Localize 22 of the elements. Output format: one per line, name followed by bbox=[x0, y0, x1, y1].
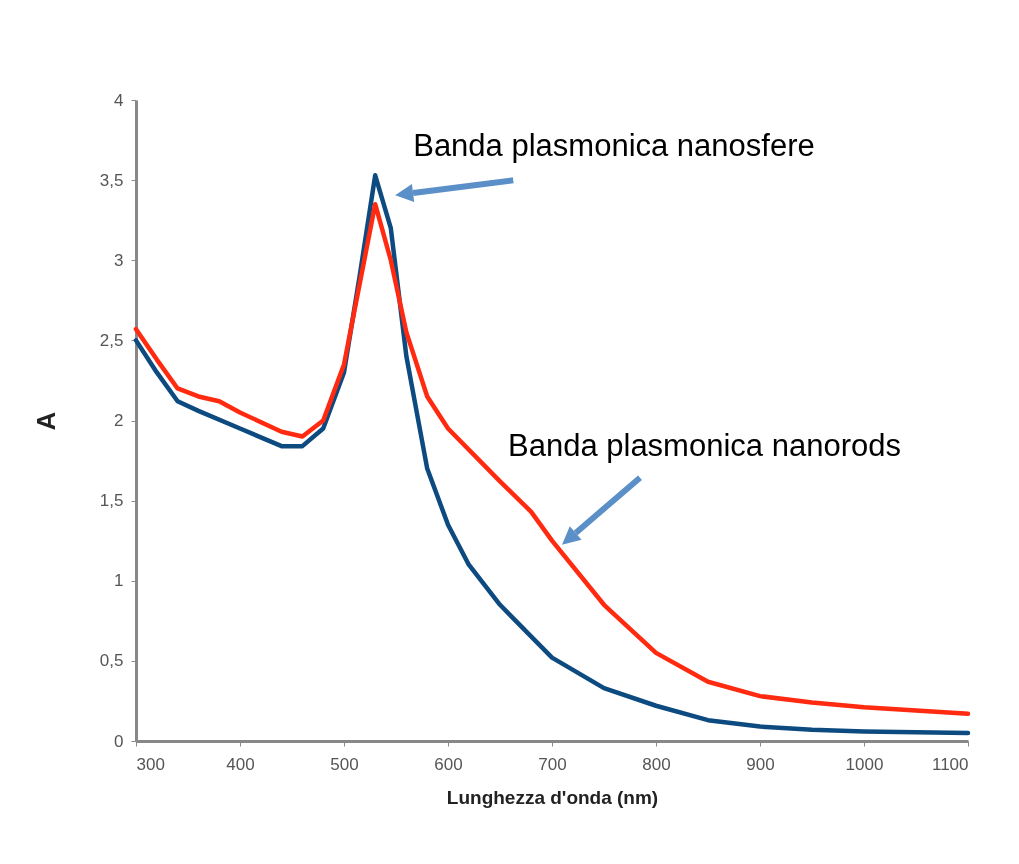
y-tick-label: 3 bbox=[114, 250, 124, 270]
y-tick-label: 1,5 bbox=[99, 491, 124, 511]
annotation: Banda plasmonica nanorods bbox=[508, 427, 901, 463]
y-tick-label: 1 bbox=[114, 571, 124, 591]
x-tick-label: 600 bbox=[434, 754, 463, 774]
x-tick-label: 1100 bbox=[931, 754, 969, 774]
y-tick-label: 4 bbox=[114, 90, 124, 110]
y-tick-label: 0,5 bbox=[99, 651, 124, 671]
y-tick-label: 3,5 bbox=[99, 170, 124, 190]
annotation: Banda plasmonica nanosfere bbox=[413, 128, 815, 164]
x-tick-label: 800 bbox=[642, 754, 671, 774]
x-tick-label: 900 bbox=[746, 754, 775, 774]
y-tick-label: 2 bbox=[114, 411, 124, 430]
x-axis-title: Lunghezza d'onda (nm) bbox=[446, 786, 659, 808]
x-tick-label: 300 bbox=[136, 754, 165, 774]
x-tick-label: 1000 bbox=[845, 754, 884, 774]
x-tick-label: 700 bbox=[538, 754, 567, 774]
x-tick-label: 400 bbox=[226, 754, 255, 774]
x-tick-label: 500 bbox=[330, 754, 359, 774]
y-tick-label: 0 bbox=[114, 731, 124, 751]
y-axis-title: A bbox=[30, 411, 61, 431]
y-tick-label: 2,5 bbox=[99, 330, 124, 350]
